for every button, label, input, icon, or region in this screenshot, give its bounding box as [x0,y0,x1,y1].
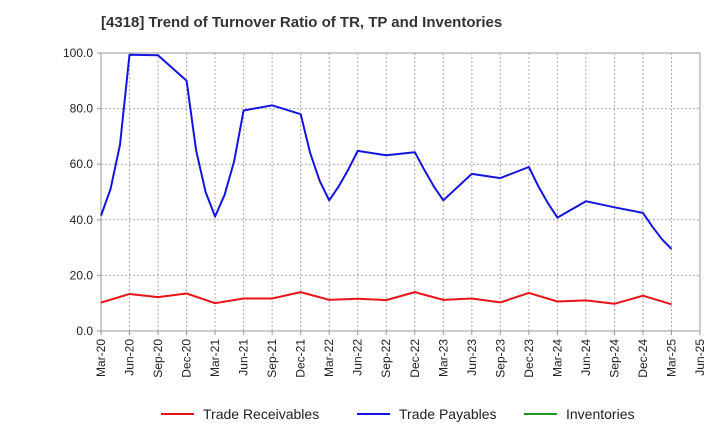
y-tick-label: 20.0 [70,268,94,282]
x-tick-label: Sep-20 [151,339,165,378]
y-tick-label: 80.0 [70,102,94,116]
x-tick-label: Jun-21 [237,339,251,376]
legend-label-2: Inventories [566,406,634,422]
x-tick-label: Sep-21 [265,339,279,378]
x-tick-label: Mar-20 [94,339,108,377]
plot-border [100,52,701,332]
x-tick-label: Jun-22 [351,339,365,376]
x-tick-label: Mar-21 [208,339,222,377]
x-tick-label: Mar-22 [322,339,336,377]
y-tick-label: 40.0 [70,213,94,227]
x-tick-label: Dec-20 [180,339,194,378]
y-tick-label: 0.0 [76,324,93,338]
x-tick-label: Dec-24 [636,339,650,378]
legend-label-0: Trade Receivables [203,406,319,422]
legend: Trade Receivables Trade Payables Inventori… [161,406,634,422]
y-axis: 0.0 20.0 40.0 60.0 80.0 100.0 [63,46,101,338]
x-axis: Mar-20 Jun-20 Sep-20 Dec-20 Mar-21 Jun-21 Sep-… [94,331,707,378]
x-tick-label: Jun-25 [693,339,707,376]
series-line-0 [100,291,672,306]
plot-frame [100,52,701,332]
x-tick-label: Dec-23 [522,339,536,378]
x-tick-label: Mar-24 [550,339,564,377]
x-tick-label: Jun-23 [465,339,479,376]
x-tick-label: Mar-25 [665,339,679,377]
y-tick-label: 60.0 [70,157,94,171]
x-tick-label: Jun-20 [123,339,137,376]
x-tick-label: Sep-24 [607,339,621,378]
series-line-1 [100,53,673,250]
x-tick-label: Mar-23 [436,339,450,377]
x-tick-label: Sep-22 [379,339,393,378]
x-tick-label: Dec-21 [294,339,308,378]
x-tick-label: Dec-22 [408,339,422,378]
legend-label-1: Trade Payables [399,406,497,422]
chart-title: [4318] Trend of Turnover Ratio of TR, TP… [101,14,503,31]
y-tick-label: 100.0 [63,46,93,60]
x-tick-label: Sep-23 [493,339,507,378]
x-tick-label: Jun-24 [579,339,593,376]
series-lines [100,53,673,306]
